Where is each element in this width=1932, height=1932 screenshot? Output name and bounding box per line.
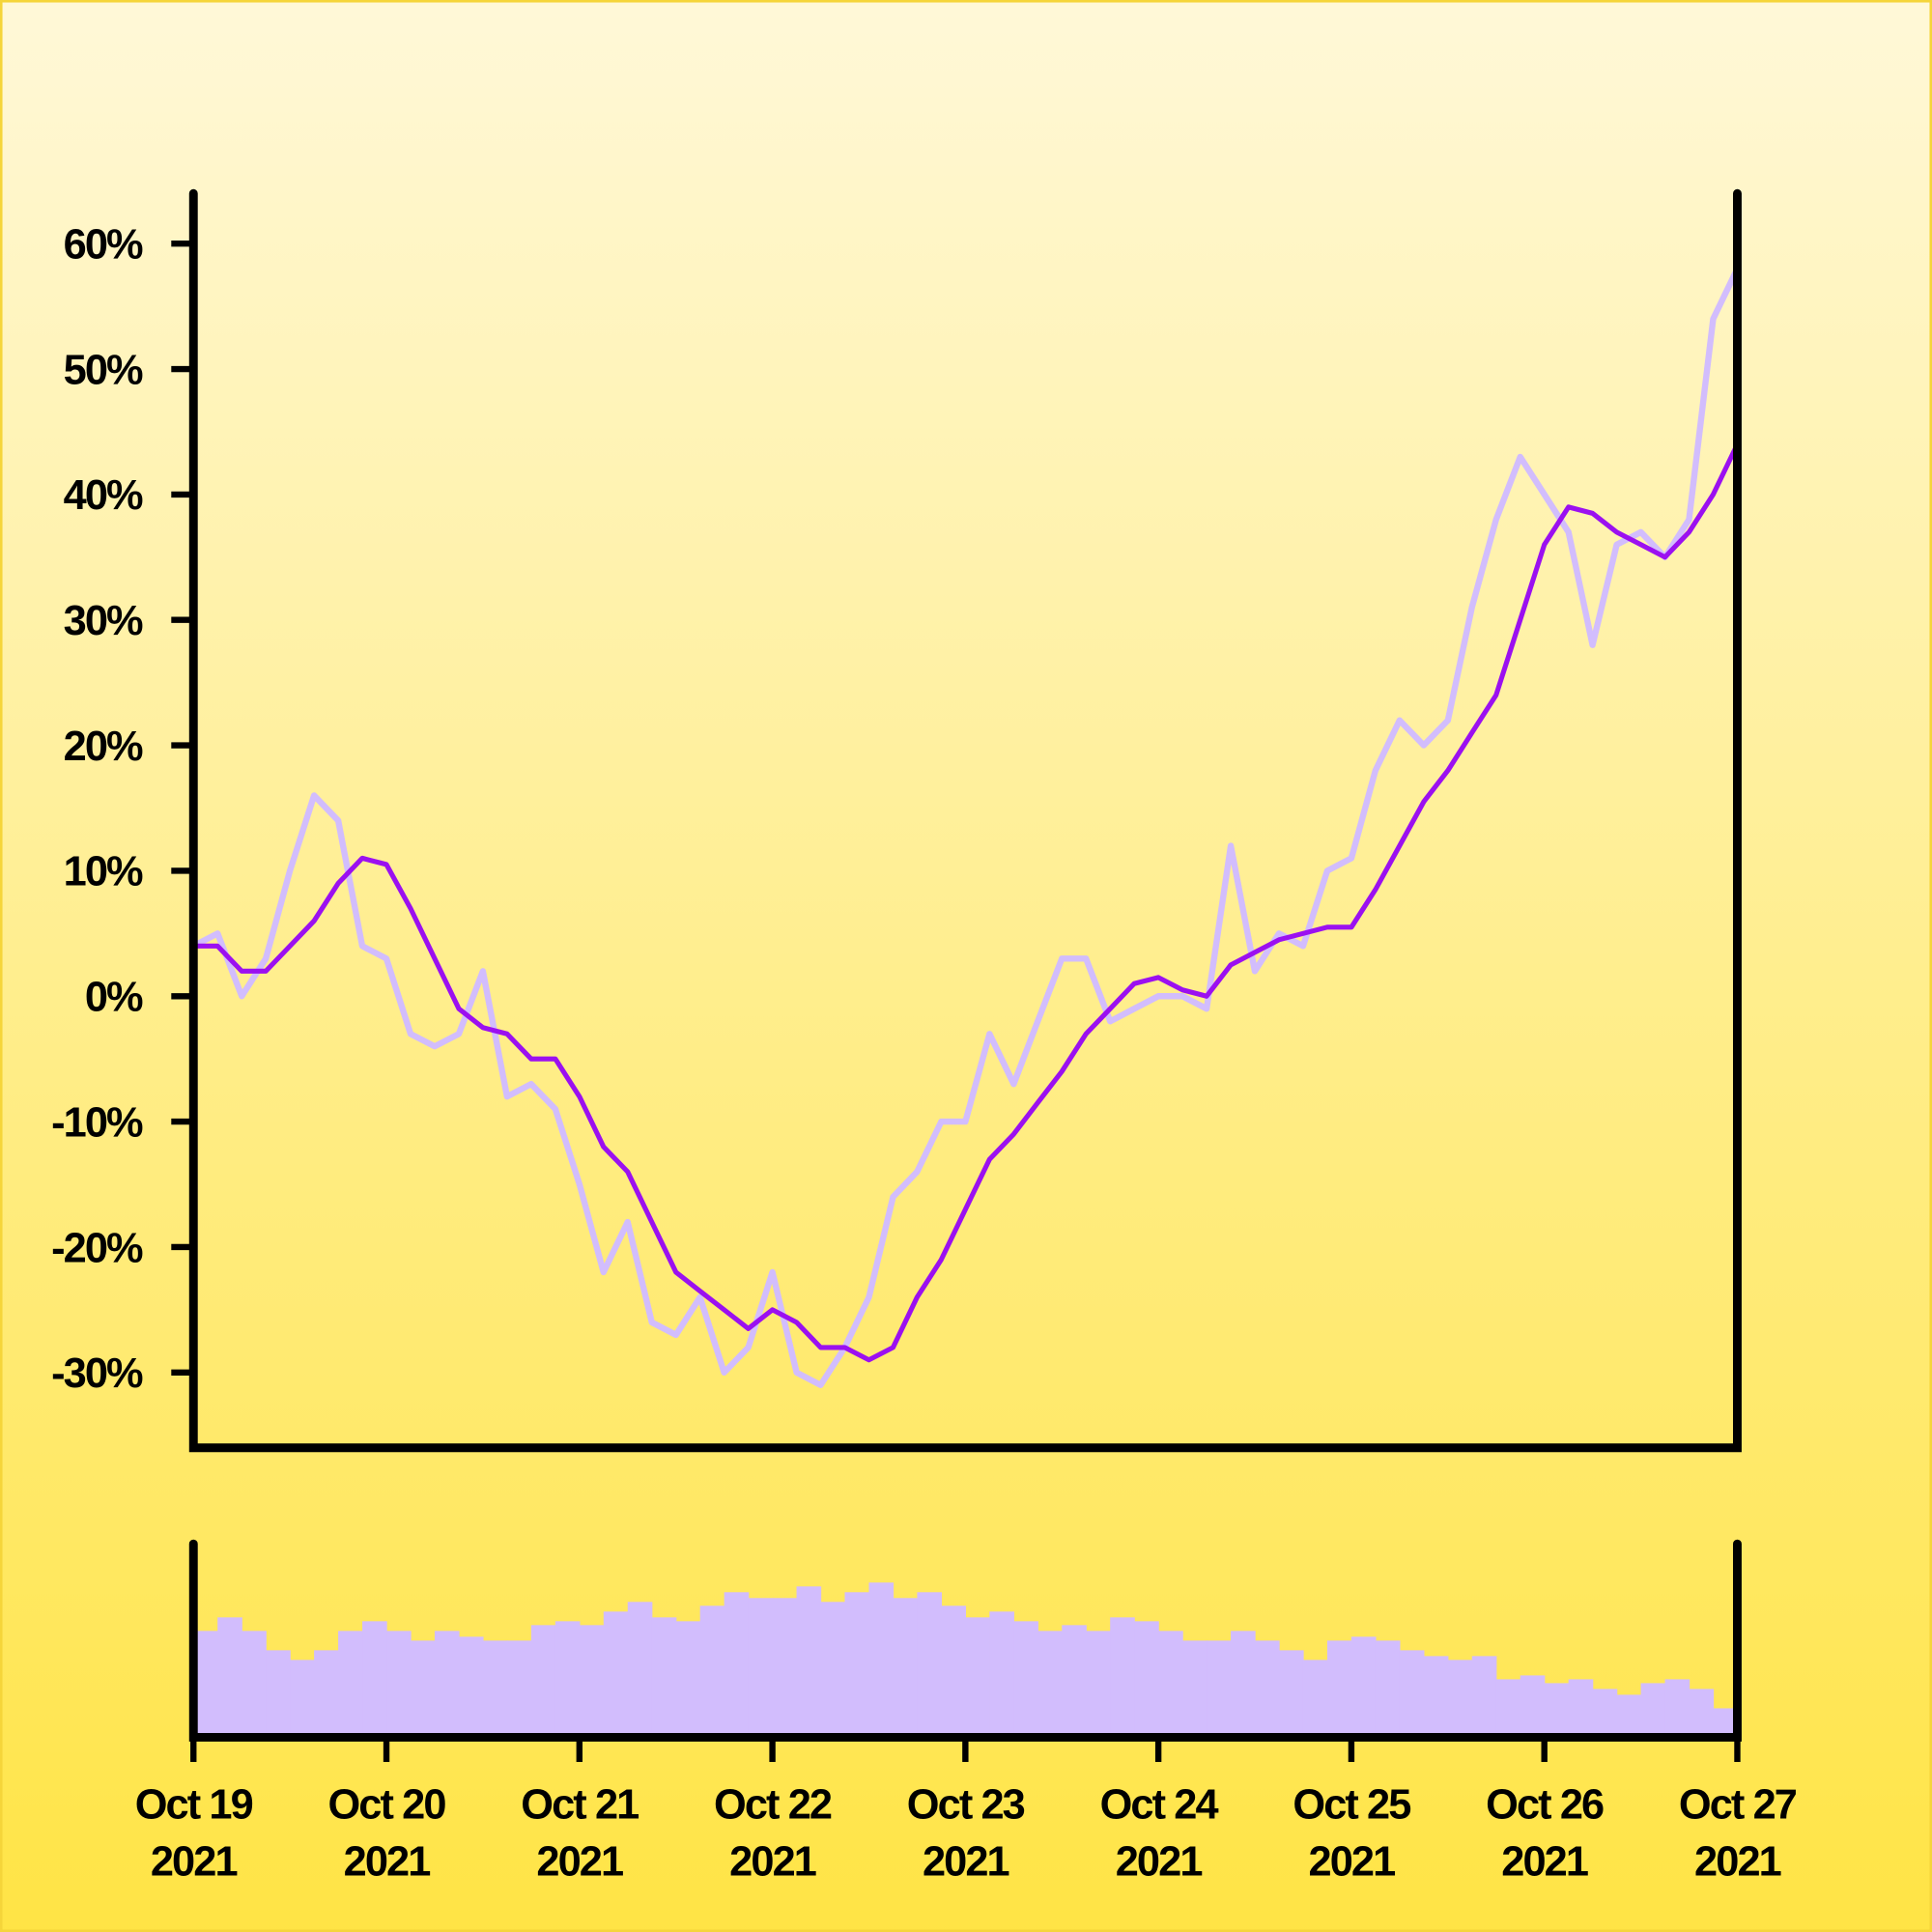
volume-bar <box>820 1602 846 1738</box>
volume-bar <box>965 1617 990 1738</box>
volume-bar <box>699 1605 725 1738</box>
axis-frame <box>188 188 1742 1453</box>
volume-bar <box>675 1621 701 1738</box>
x-tick-label: Oct 22 <box>714 1782 832 1829</box>
volume-bar <box>1231 1631 1256 1738</box>
x-tick-label: Oct 25 <box>1293 1782 1410 1829</box>
volume-bar <box>1182 1640 1208 1738</box>
volume-bar <box>266 1650 291 1738</box>
volume-bar <box>796 1586 822 1738</box>
volume-bar <box>1326 1640 1352 1738</box>
volume-bar <box>1471 1656 1497 1738</box>
volume-bar <box>1062 1625 1087 1738</box>
volume-bar <box>458 1636 484 1738</box>
volume-bar <box>290 1660 315 1738</box>
volume-bar <box>482 1640 508 1738</box>
volume-bar <box>1520 1675 1546 1738</box>
x-tick-label: 2021 <box>923 1838 1009 1885</box>
x-tick-label: Oct 27 <box>1679 1782 1797 1829</box>
series-line <box>193 442 1740 1363</box>
y-tick-label: 60% <box>64 221 143 268</box>
y-tick-label: 50% <box>64 347 143 393</box>
y-tick-label: 20% <box>64 724 143 770</box>
volume-bar <box>868 1582 895 1738</box>
volume-bar <box>917 1592 943 1738</box>
volume-bar <box>1134 1621 1159 1738</box>
y-tick-label: 30% <box>64 598 143 644</box>
x-tick-label: 2021 <box>1501 1838 1588 1885</box>
y-tick-label: -10% <box>51 1099 143 1146</box>
volume-bar <box>1158 1631 1183 1738</box>
volume-bar <box>989 1611 1014 1738</box>
x-tick-label: 2021 <box>1694 1838 1781 1885</box>
volume-bar <box>314 1650 339 1738</box>
volume-bar <box>603 1611 629 1738</box>
volume-bar <box>1616 1694 1642 1738</box>
y-tick-label: -20% <box>51 1225 143 1271</box>
volume-bar <box>1255 1640 1280 1738</box>
series-line <box>191 267 1741 1388</box>
volume-bar <box>217 1617 242 1738</box>
y-tick-label: 40% <box>64 472 143 519</box>
x-tick-label: 2021 <box>536 1838 623 1885</box>
volume-bar <box>434 1631 460 1738</box>
volume-bar <box>748 1598 774 1738</box>
volume-bar <box>1350 1636 1377 1738</box>
volume-bar <box>1302 1660 1328 1738</box>
x-tick-label: Oct 26 <box>1486 1782 1604 1829</box>
y-tick-label: 0% <box>85 975 143 1021</box>
x-tick-label: Oct 21 <box>521 1782 639 1829</box>
volume-bar <box>1592 1689 1618 1738</box>
x-tick-label: 2021 <box>344 1838 431 1885</box>
x-tick-label: 2021 <box>729 1838 816 1885</box>
volume-bar <box>1447 1660 1473 1738</box>
volume-bar <box>1544 1683 1570 1738</box>
volume-bar <box>411 1640 436 1738</box>
x-tick-label: 2021 <box>1309 1838 1396 1885</box>
y-tick-label: 10% <box>64 849 143 895</box>
volume-bar <box>1110 1617 1135 1738</box>
volume-bar <box>893 1598 919 1738</box>
volume-bar <box>1399 1650 1425 1738</box>
volume-bar <box>530 1625 556 1738</box>
x-tick-label: Oct 23 <box>907 1782 1025 1829</box>
volume-bar <box>1207 1640 1232 1738</box>
volume-bar <box>941 1605 966 1738</box>
volume-bar <box>506 1640 532 1738</box>
volume-bar <box>1495 1679 1521 1738</box>
volume-bar <box>1086 1631 1111 1738</box>
x-tick-label: 2021 <box>151 1838 238 1885</box>
y-tick-label: -30% <box>51 1350 143 1397</box>
volume-bar <box>724 1592 750 1738</box>
volume-bar <box>1375 1640 1401 1738</box>
x-tick-label: Oct 20 <box>327 1782 445 1829</box>
volume-bar <box>1013 1621 1038 1738</box>
volume-bar <box>844 1592 870 1738</box>
volume-bar <box>554 1621 581 1738</box>
volume-bar <box>1278 1650 1304 1738</box>
volume-bar <box>1037 1631 1063 1738</box>
x-tick-label: 2021 <box>1116 1838 1203 1885</box>
volume-bar <box>362 1621 387 1738</box>
volume-bar <box>338 1631 363 1738</box>
x-tick-label: Oct 19 <box>135 1782 253 1829</box>
volume-bar <box>386 1631 412 1738</box>
volume-bar <box>1689 1689 1715 1738</box>
volume-bar <box>651 1617 677 1738</box>
volume-bar <box>772 1598 798 1738</box>
volume-bar <box>627 1602 653 1738</box>
volume-bar <box>1640 1683 1666 1738</box>
volume-bar <box>1423 1656 1449 1738</box>
volume-bar <box>579 1625 605 1738</box>
x-tick-label: Oct 24 <box>1100 1782 1219 1829</box>
volume-bar <box>1568 1679 1594 1738</box>
volume-bar <box>242 1631 267 1738</box>
volume-bar <box>1664 1679 1690 1738</box>
